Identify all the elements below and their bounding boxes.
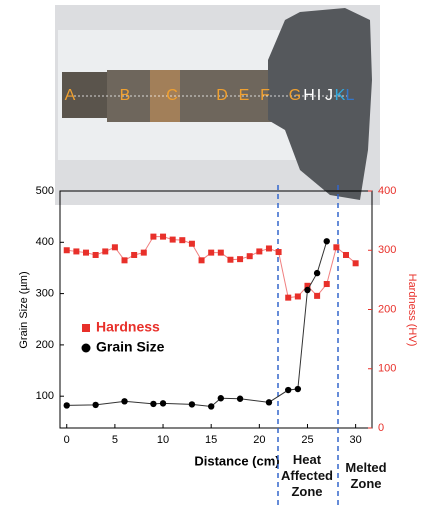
data-point [217,249,224,256]
thread [62,72,107,118]
photo [55,5,380,205]
data-point [333,244,340,251]
data-point [294,293,301,300]
data-point [265,245,272,252]
y-tick-label: 400 [36,236,54,248]
legend-marker [82,324,90,332]
data-point [304,286,311,294]
data-point [304,282,311,289]
data-point [92,251,99,258]
plot-frame [59,190,373,429]
data-point [285,386,292,394]
data-point [150,233,157,240]
photo-label: J [325,87,333,104]
photo-label: L [346,87,355,104]
photo-label: E [239,87,250,104]
x-tick-label: 15 [205,434,217,446]
legend-label: Hardness [96,319,160,335]
x-tick-label: 0 [64,434,70,446]
data-point [275,249,282,256]
data-point [140,249,147,256]
x-tick-label: 10 [157,434,169,446]
data-point [121,257,128,264]
data-point [285,294,292,301]
data-point [159,400,167,407]
data-point [236,395,244,402]
data-point [217,395,225,402]
data-point [169,236,176,243]
data-point [256,248,263,255]
y-axis-label: Grain Size (µm) [18,271,30,348]
photo-label: A [65,87,76,104]
legend-box [76,316,168,360]
x-tick-label: 20 [253,434,265,446]
data-point [73,248,80,255]
photo-label: H [303,87,315,104]
data-point [207,403,215,410]
y2-tick-label: 0 [378,422,384,434]
data-point [343,251,349,258]
data-point [131,251,138,258]
data-point [188,240,195,247]
data-point [227,256,234,263]
photo-label: C [166,87,178,104]
y2-tick-label: 100 [378,363,396,375]
data-point [198,257,205,264]
data-point [83,249,89,256]
melted-end [268,8,372,200]
photo-label: B [120,87,131,104]
photo-label: G [289,87,301,104]
data-point [150,400,157,408]
data-point [265,399,273,406]
data-point [237,256,244,263]
legend-label: Grain Size [96,339,165,355]
legend-marker [81,343,91,353]
y2-tick-label: 400 [378,185,396,197]
y2-tick-label: 200 [378,303,396,315]
x-tick-label: 25 [301,434,313,446]
y-tick-label: 500 [36,185,54,197]
data-point [352,260,359,267]
data-point [188,401,196,408]
y2-tick-label: 300 [378,244,396,256]
zone-label: Melted Zone [345,460,387,491]
data-point [313,269,321,277]
x-tick-label: 5 [112,434,118,446]
data-point [208,249,215,256]
data-point [63,402,70,409]
data-point [323,238,330,245]
data-point [111,244,118,251]
data-point [160,233,167,240]
y-tick-label: 100 [36,390,54,402]
photo-label: I [317,87,321,104]
data-point [323,281,330,288]
series-line [66,236,356,299]
data-point [246,253,253,260]
data-point [294,385,302,393]
data-point [102,248,109,255]
y-tick-label: 300 [36,288,54,300]
data-point [121,398,128,405]
photo-label: D [216,87,228,104]
x-axis-label: Distance (cm) [194,453,279,468]
photo-label: K [335,87,346,104]
data-point [314,292,321,299]
y2-axis-label: Hardness (HV) [406,274,418,347]
data-point [63,247,70,254]
x-tick-label: 30 [350,434,362,446]
zone-label: Heat Affected Zone [280,452,333,499]
y-tick-label: 200 [36,339,54,351]
photo-label: F [260,87,270,104]
data-point [179,237,186,244]
data-point [92,401,99,409]
